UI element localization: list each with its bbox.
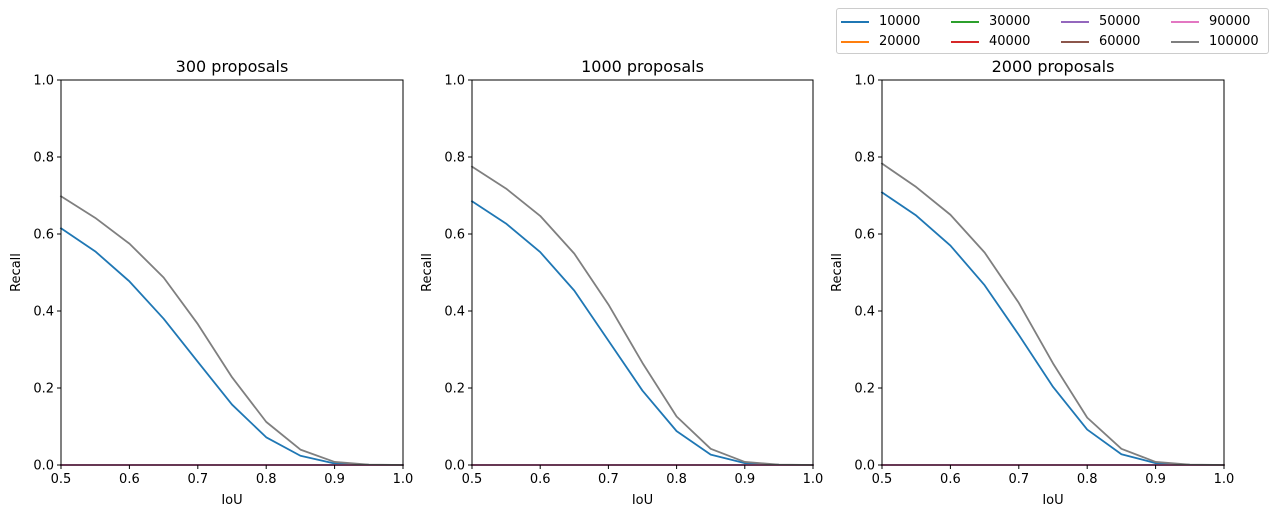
y-axis-label: Recall [9, 253, 24, 292]
y-tick-label: 1.0 [444, 74, 465, 89]
series-lines [470, 165, 814, 466]
y-tick-label: 0.0 [33, 459, 54, 474]
series-line-100000 [880, 162, 1225, 466]
chart-title: 300 proposals [176, 57, 289, 76]
x-tick-label: 1.0 [393, 472, 414, 487]
legend-label: 90000 [1209, 14, 1251, 29]
series-line-10000 [470, 200, 814, 466]
x-tick-label: 0.6 [119, 472, 140, 487]
axes-frame [471, 79, 814, 466]
y-tick-label: 0.4 [854, 305, 875, 320]
y-tick-label: 0.8 [444, 151, 465, 166]
y-tick-label: 0.4 [33, 305, 54, 320]
subplot-3: 0.5 0.6 0.7 0.8 0.9 1.0 0.0 0.2 0.4 0.6 0.8 1.0 2000… [830, 57, 1234, 508]
axes-frame [881, 79, 1225, 466]
x-tick-label: 0.9 [1145, 472, 1166, 487]
x-tick-label: 0.7 [187, 472, 208, 487]
x-tick-label: 0.8 [1077, 472, 1098, 487]
legend-swatch [1171, 41, 1199, 43]
y-axis-label: Recall [830, 253, 845, 292]
x-axis-label: IoU [221, 493, 242, 508]
y-tick-label: 0.6 [444, 228, 465, 243]
x-tick-label: 0.8 [666, 472, 687, 487]
y-tick-label: 0.2 [33, 382, 54, 397]
y-tick-label: 0.6 [33, 228, 54, 243]
x-tick-label: 0.8 [256, 472, 277, 487]
x-tick-label: 0.5 [462, 472, 483, 487]
legend-swatch [951, 21, 979, 23]
series-line-100000 [470, 165, 814, 466]
legend-label: 30000 [989, 14, 1031, 29]
legend-swatch [1061, 41, 1089, 43]
legend-label: 100000 [1209, 34, 1259, 49]
legend-swatch [841, 21, 869, 23]
y-tick-label: 0.2 [444, 382, 465, 397]
series-line-100000 [59, 195, 404, 466]
legend-label: 40000 [989, 34, 1031, 49]
legend-label: 60000 [1099, 34, 1141, 49]
x-tick-label: 0.7 [1008, 472, 1029, 487]
legend-swatch [1171, 21, 1199, 23]
subplot-1: 0.5 0.6 0.7 0.8 0.9 1.0 0.0 0.2 0.4 0.6 0.8 1.0 300 … [9, 57, 413, 508]
chart-title: 1000 proposals [581, 57, 704, 76]
series-lines [880, 162, 1225, 466]
x-tick-label: 0.9 [734, 472, 755, 487]
legend-label: 20000 [879, 34, 921, 49]
x-tick-label: 0.5 [51, 472, 72, 487]
y-tick-label: 1.0 [854, 74, 875, 89]
series-line-10000 [59, 226, 404, 466]
y-axis-label: Recall [420, 253, 435, 292]
legend-swatch [951, 41, 979, 43]
x-tick-label: 0.9 [324, 472, 345, 487]
x-tick-label: 0.6 [530, 472, 551, 487]
x-tick-label: 0.6 [940, 472, 961, 487]
x-tick-label: 1.0 [1214, 472, 1235, 487]
y-tick-label: 0.0 [444, 459, 465, 474]
x-tick-label: 1.0 [803, 472, 824, 487]
chart-title: 2000 proposals [992, 57, 1115, 76]
series-line-10000 [880, 191, 1225, 466]
y-tick-label: 0.2 [854, 382, 875, 397]
legend-label: 50000 [1099, 14, 1141, 29]
legend: 10000 20000 30000 40000 50000 60000 90000 10000… [836, 8, 1269, 54]
x-axis-label: IoU [632, 493, 653, 508]
y-tick-label: 0.6 [854, 228, 875, 243]
subplot-2: 0.5 0.6 0.7 0.8 0.9 1.0 0.0 0.2 0.4 0.6 0.8 1.0 1000… [420, 57, 823, 508]
x-tick-label: 0.7 [598, 472, 619, 487]
y-tick-label: 0.8 [854, 151, 875, 166]
x-tick-label: 0.5 [872, 472, 893, 487]
y-tick-label: 1.0 [33, 74, 54, 89]
legend-swatch [841, 41, 869, 43]
axes-frame [60, 79, 404, 466]
series-lines [59, 195, 404, 466]
legend-swatch [1061, 21, 1089, 23]
y-tick-label: 0.0 [854, 459, 875, 474]
y-tick-label: 0.8 [33, 151, 54, 166]
legend-label: 10000 [879, 14, 921, 29]
y-tick-label: 0.4 [444, 305, 465, 320]
x-axis-label: IoU [1042, 493, 1063, 508]
